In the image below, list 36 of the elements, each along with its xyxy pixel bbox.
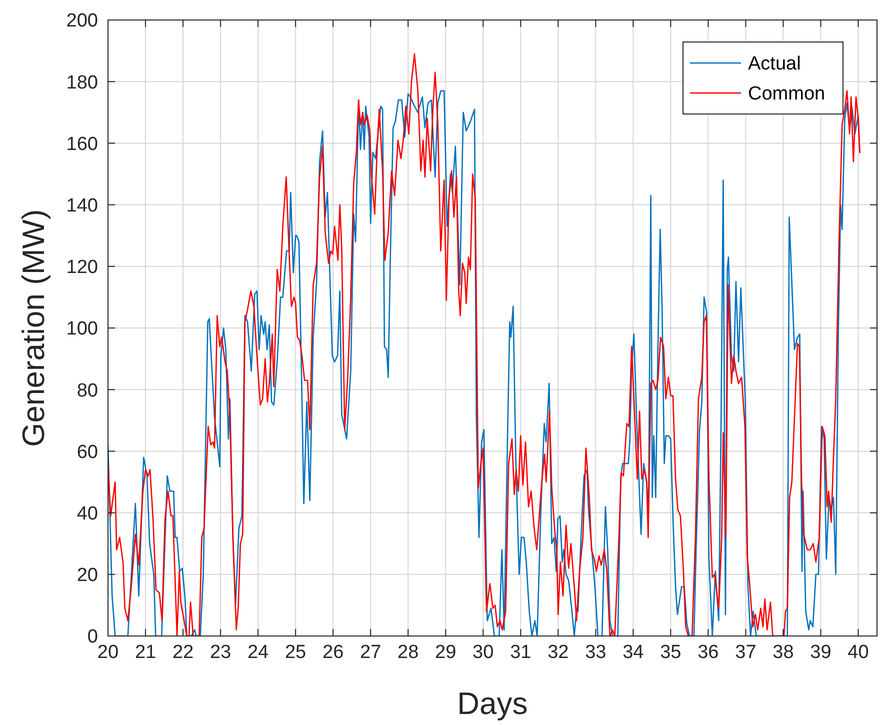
legend-label: Actual <box>748 54 801 75</box>
x-tick-label: 27 <box>360 642 382 663</box>
x-tick-label: 32 <box>548 642 569 663</box>
x-tick-label: 40 <box>848 642 869 663</box>
x-tick-label: 28 <box>398 642 419 663</box>
x-tick-label: 26 <box>322 642 344 663</box>
y-tick-label: 100 <box>66 318 98 340</box>
legend-label: Common <box>748 84 826 105</box>
x-tick-label: 39 <box>810 642 832 663</box>
y-tick-label: 40 <box>76 503 98 524</box>
y-tick-label: 120 <box>66 257 98 278</box>
x-tick-label: 37 <box>735 642 756 663</box>
y-tick-label: 80 <box>76 380 98 402</box>
y-tick-label: 20 <box>76 565 98 586</box>
x-tick-label: 24 <box>247 642 270 663</box>
x-tick-label: 36 <box>698 642 719 663</box>
x-tick-label: 30 <box>472 642 494 663</box>
x-tick-label: 25 <box>284 642 306 663</box>
y-axis-title: Generation (MW) <box>16 209 51 447</box>
y-tick-label: 200 <box>66 10 98 32</box>
x-tick-label: 38 <box>772 642 794 663</box>
y-tick-label: 140 <box>66 195 98 216</box>
x-tick-label: 34 <box>622 642 644 663</box>
x-tick-label: 23 <box>210 642 232 663</box>
y-tick-label: 180 <box>66 72 98 94</box>
x-tick-label: 20 <box>97 642 119 663</box>
x-tick-label: 22 <box>172 642 194 663</box>
x-axis-title: Days <box>457 686 528 721</box>
y-tick-label: 0 <box>87 626 98 648</box>
y-tick-label: 160 <box>66 134 98 155</box>
x-tick-label: 33 <box>585 642 606 663</box>
x-tick-label: 35 <box>660 642 682 663</box>
y-tick-label: 60 <box>76 442 98 463</box>
x-tick-label: 21 <box>134 642 156 663</box>
x-tick-label: 31 <box>510 642 532 663</box>
x-tick-label: 29 <box>435 642 456 663</box>
